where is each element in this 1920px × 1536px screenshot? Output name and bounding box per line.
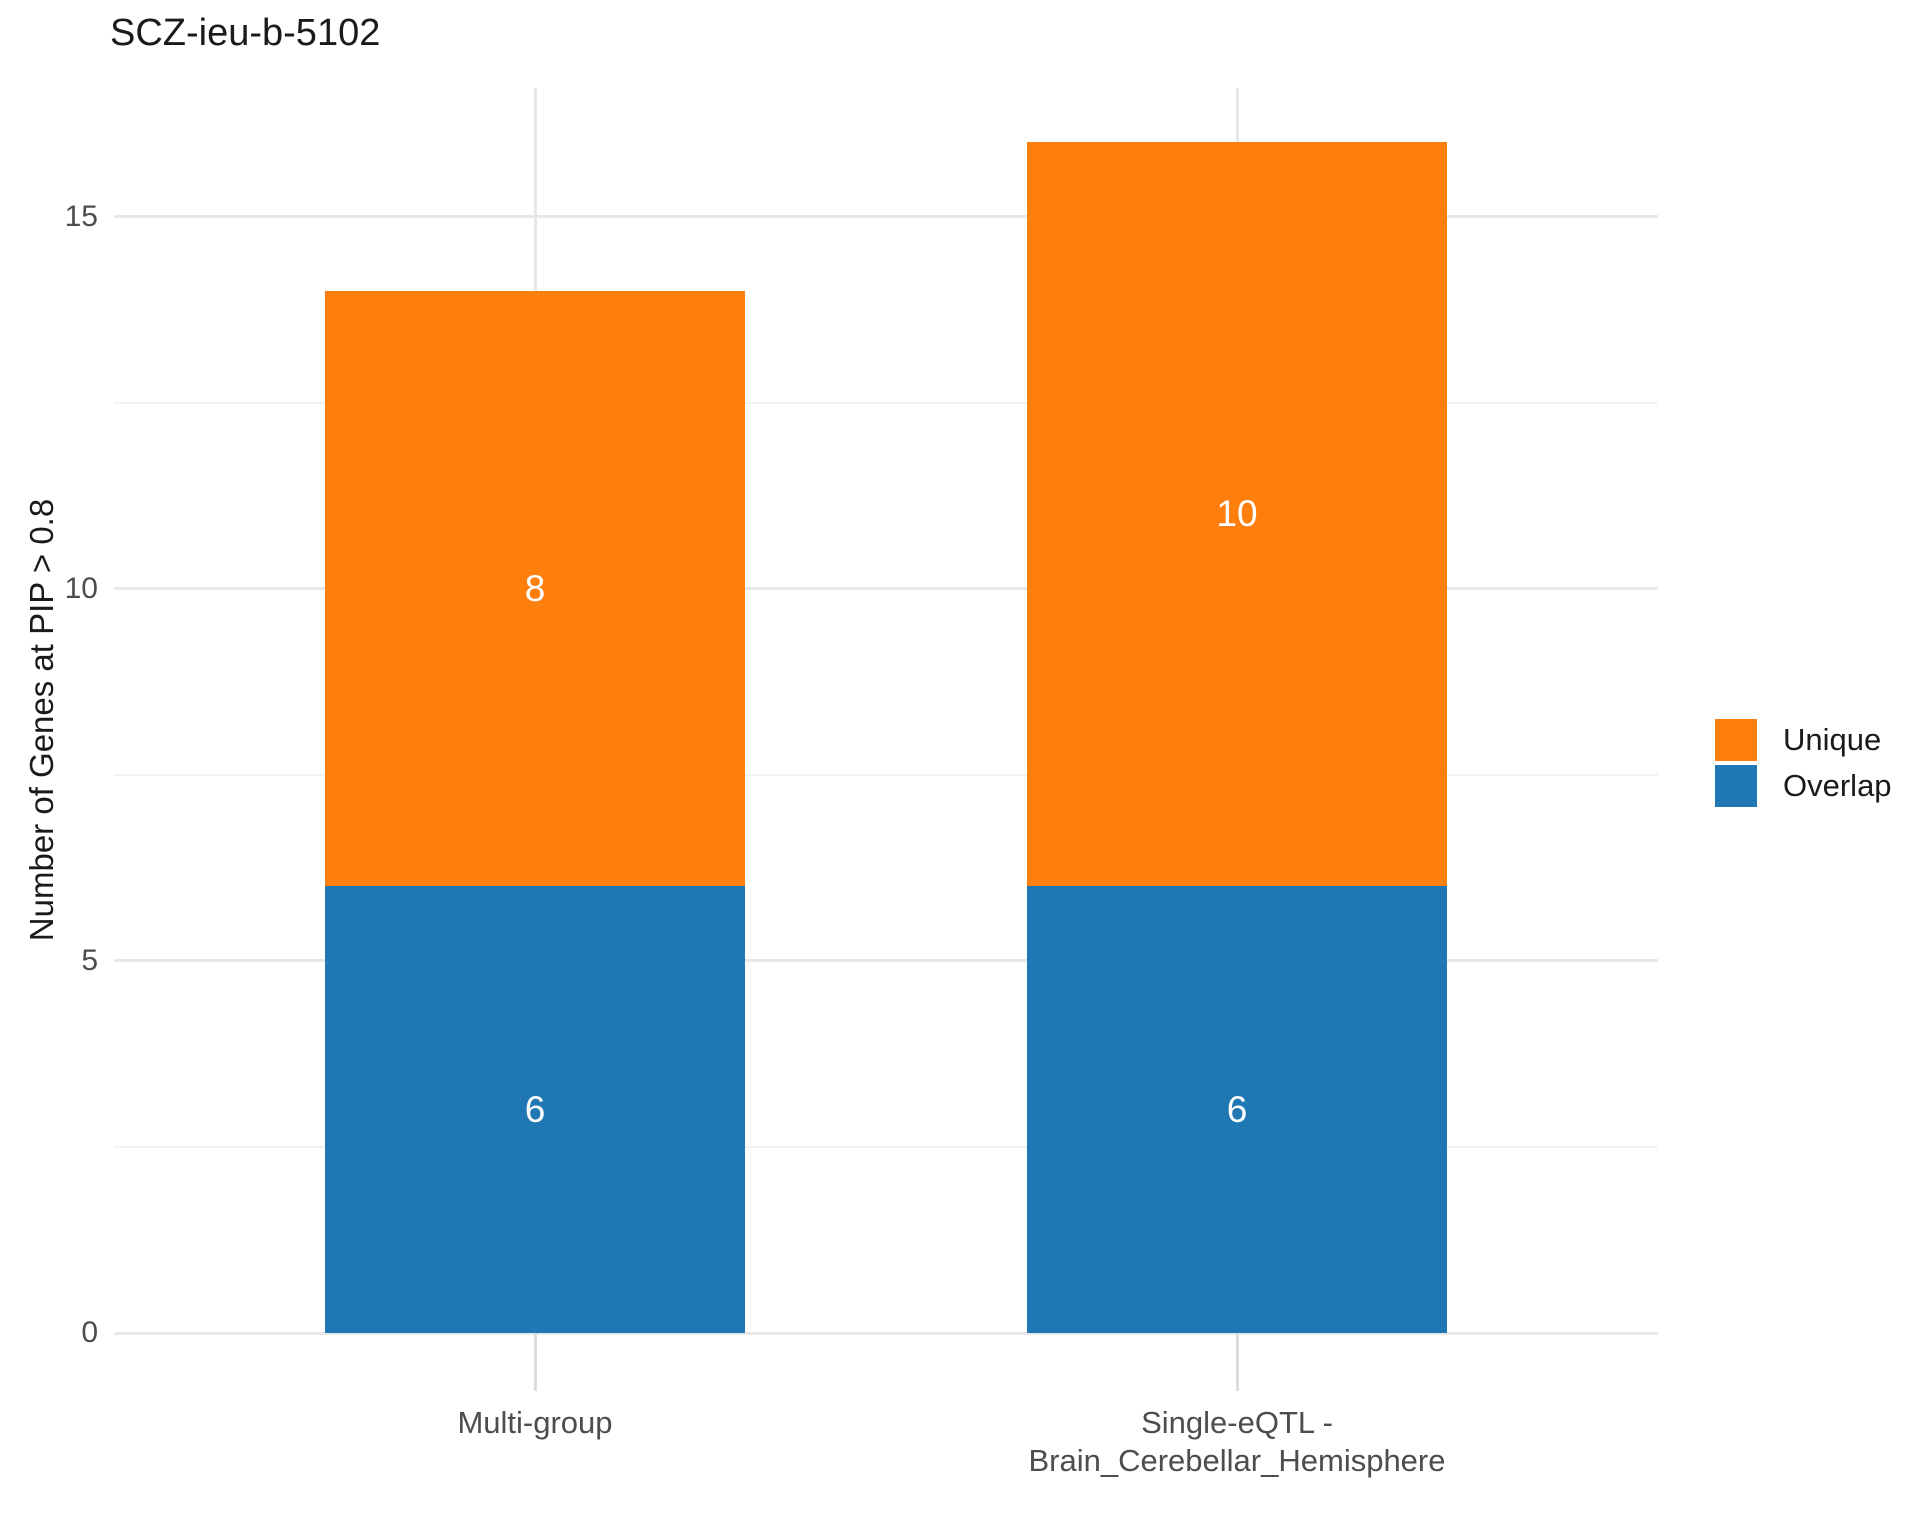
bar-segment-overlap [325, 886, 745, 1333]
x-category-label: Multi-group [457, 1405, 613, 1440]
plot-title: SCZ-ieu-b-5102 [110, 12, 381, 54]
bar-value-label: 6 [524, 1088, 546, 1130]
legend-item-unique: Unique [1715, 719, 1892, 761]
y-gridline-minor [114, 401, 1658, 404]
y-tick-label: 0 [81, 1316, 98, 1349]
bar-value-label: 10 [1216, 493, 1258, 535]
y-tick-label: 10 [64, 571, 98, 605]
y-gridline-major [114, 959, 1658, 963]
bar-value-label: 8 [524, 567, 546, 609]
legend-swatch-unique [1715, 719, 1757, 761]
y-gridline-minor [114, 1145, 1658, 1148]
legend-label-overlap: Overlap [1783, 768, 1892, 803]
y-gridline-major [114, 215, 1658, 219]
legend-label-unique: Unique [1783, 722, 1882, 757]
x-axis-tick [533, 1333, 537, 1391]
legend: Unique Overlap [1715, 719, 1892, 811]
y-gridline-minor [114, 773, 1658, 776]
x-axis-tick [1235, 1333, 1239, 1391]
y-gridline-major [114, 587, 1658, 591]
y-tick-label: 15 [64, 199, 98, 233]
legend-item-overlap: Overlap [1715, 765, 1892, 807]
bar-value-label: 6 [1226, 1088, 1248, 1130]
bar-segment-unique [1027, 142, 1447, 887]
x-category-label: Single-eQTL - Brain_Cerebellar_Hemispher… [1028, 1405, 1446, 1478]
y-gridline-major [114, 1331, 1658, 1335]
y-tick-label: 5 [81, 943, 98, 977]
bar-segment-unique [325, 291, 745, 887]
legend-swatch-overlap [1715, 765, 1757, 807]
bar-segment-overlap [1027, 886, 1447, 1333]
y-axis-title: Number of Genes at PIP > 0.8 [23, 498, 60, 942]
